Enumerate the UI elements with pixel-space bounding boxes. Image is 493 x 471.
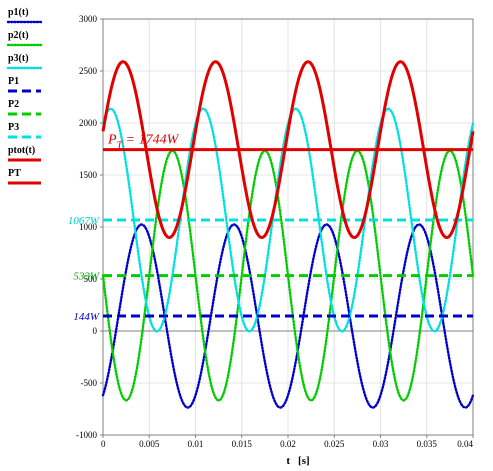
x-tick-label: 0.01 bbox=[188, 439, 204, 449]
legend-label: PT bbox=[8, 168, 21, 179]
x-tick-label: 0.005 bbox=[139, 439, 160, 449]
pt-annotation-symbol: P bbox=[107, 133, 117, 148]
chart-series bbox=[101, 60, 475, 409]
level-annotation: 144W bbox=[73, 311, 100, 323]
chart-grid bbox=[103, 19, 473, 435]
legend-label: P1 bbox=[8, 76, 19, 87]
legend-label: ptot(t) bbox=[8, 145, 35, 156]
x-tick-label: 0.03 bbox=[373, 439, 389, 449]
x-axis-label: t [s] bbox=[286, 455, 309, 467]
legend-label: P2 bbox=[8, 99, 19, 110]
legend-label: p3(t) bbox=[8, 53, 29, 64]
chart-ticks: 0 0.005 0.01 0.015 0.02 0.025 0.03 0.035 0.04 300… bbox=[76, 14, 474, 449]
y-tick-label: 1500 bbox=[79, 170, 98, 180]
y-tick-label: 1000 bbox=[79, 222, 98, 232]
x-axis-label-symbol: t bbox=[286, 455, 290, 467]
x-tick-label: 0.04 bbox=[457, 439, 473, 449]
legend-label: P3 bbox=[8, 122, 19, 133]
y-tick-label: -500 bbox=[81, 378, 98, 388]
pt-annotation-subscript: T bbox=[117, 141, 124, 152]
y-tick-label: 2000 bbox=[79, 118, 98, 128]
y-tick-label: 3000 bbox=[79, 14, 98, 24]
x-tick-label: 0 bbox=[101, 439, 106, 449]
y-tick-label: -1000 bbox=[76, 430, 97, 440]
chart-annotations: 144W 533W 1067W PT = 1744W bbox=[68, 133, 180, 323]
x-axis-unit: [s] bbox=[298, 455, 310, 467]
legend-label: p1(t) bbox=[8, 7, 29, 18]
legend-label: p2(t) bbox=[8, 30, 29, 41]
y-tick-label: 2500 bbox=[79, 66, 98, 76]
level-annotation: 1067W bbox=[68, 215, 100, 227]
chart-legend: p1(t) p2(t) p3(t) P1 P2 P3 ptot(t) PT bbox=[6, 7, 43, 185]
x-tick-label: 0.035 bbox=[417, 439, 438, 449]
level-annotation: 533W bbox=[73, 271, 100, 283]
y-tick-label: 0 bbox=[93, 326, 98, 336]
x-tick-label: 0.015 bbox=[232, 439, 253, 449]
x-tick-label: 0.02 bbox=[280, 439, 296, 449]
chart-axes bbox=[100, 18, 474, 438]
pt-annotation-value: = 1744W bbox=[122, 133, 179, 148]
x-tick-label: 0.025 bbox=[324, 439, 345, 449]
y-tick-label: 500 bbox=[84, 274, 98, 284]
series-ptot-t bbox=[101, 60, 475, 240]
pt-annotation: PT = 1744W bbox=[107, 133, 180, 152]
